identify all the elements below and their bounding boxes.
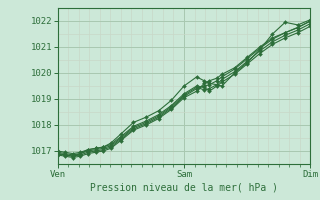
X-axis label: Pression niveau de la mer( hPa ): Pression niveau de la mer( hPa ) [90,183,278,193]
